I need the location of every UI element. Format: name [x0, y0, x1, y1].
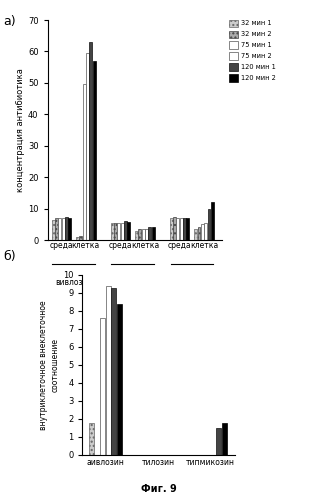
Bar	[93, 61, 95, 240]
Bar	[117, 222, 120, 240]
Text: вивлозин: вивлозин	[55, 278, 92, 286]
Bar	[52, 220, 55, 240]
Bar	[211, 202, 214, 240]
Text: б): б)	[3, 250, 16, 263]
Bar	[124, 221, 127, 240]
Text: Фиг. 9: Фиг. 9	[141, 484, 176, 494]
Bar	[100, 318, 105, 455]
Bar	[86, 53, 89, 240]
Bar	[55, 218, 58, 240]
Bar	[142, 229, 145, 240]
Bar	[68, 218, 71, 240]
Bar	[89, 422, 94, 455]
Bar	[117, 304, 121, 455]
Bar	[204, 222, 207, 240]
Bar	[194, 229, 197, 240]
Bar	[127, 222, 130, 240]
Bar	[170, 218, 173, 240]
Text: типмикозин: типмикозин	[167, 278, 216, 286]
Y-axis label: концентрация антибиотика: концентрация антибиотика	[16, 68, 25, 192]
Text: а): а)	[3, 15, 16, 28]
Bar	[186, 218, 189, 240]
Bar	[139, 229, 141, 240]
Bar	[76, 237, 79, 240]
Bar	[173, 218, 176, 240]
Bar	[135, 230, 138, 240]
Text: тилозин: тилозин	[116, 278, 149, 286]
Bar	[152, 228, 155, 240]
Bar	[79, 236, 82, 240]
Bar	[208, 208, 210, 240]
Bar	[89, 42, 92, 240]
Bar	[216, 428, 221, 455]
Bar	[61, 218, 65, 240]
Bar	[148, 228, 151, 240]
Bar	[222, 422, 227, 455]
Bar	[111, 288, 116, 455]
Bar	[197, 228, 200, 240]
Bar	[183, 218, 186, 240]
Bar	[83, 84, 86, 240]
Bar	[121, 222, 124, 240]
Bar	[145, 229, 148, 240]
Bar	[201, 224, 204, 240]
Bar	[180, 218, 183, 240]
Bar	[106, 286, 111, 455]
Bar	[177, 218, 179, 240]
Bar	[114, 222, 117, 240]
Y-axis label: внутриклеточное внеклеточное
соотношение: внутриклеточное внеклеточное соотношение	[39, 300, 60, 430]
Bar	[111, 222, 114, 240]
Bar	[65, 218, 68, 240]
Legend: 32 мин 1, 32 мин 2, 75 мин 1, 75 мин 2, 120 мин 1, 120 мин 2: 32 мин 1, 32 мин 2, 75 мин 1, 75 мин 2, …	[229, 19, 276, 82]
Bar	[58, 218, 61, 240]
